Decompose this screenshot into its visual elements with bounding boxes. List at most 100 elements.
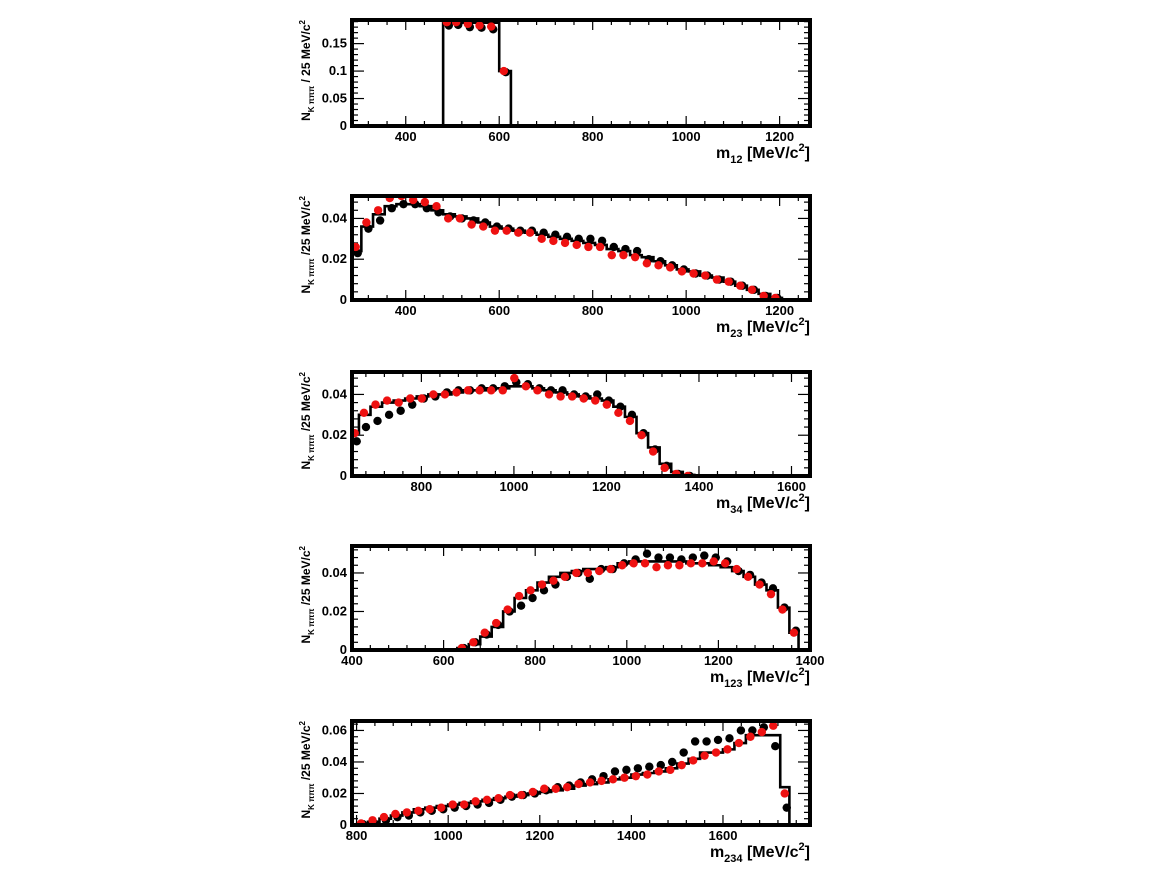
red-data-point-marker bbox=[503, 605, 512, 614]
red-data-point bbox=[585, 778, 595, 787]
red-data-point-marker bbox=[642, 259, 652, 268]
red-data-point bbox=[606, 564, 615, 574]
red-data-point-marker bbox=[643, 770, 652, 779]
red-data-point-marker bbox=[686, 559, 696, 568]
red-data-point bbox=[709, 557, 718, 566]
red-data-point bbox=[780, 789, 789, 798]
red-data-point-marker bbox=[408, 196, 418, 205]
red-data-point-marker bbox=[432, 201, 441, 211]
black-data-point-marker bbox=[713, 735, 723, 745]
black-data-point bbox=[702, 737, 711, 746]
red-data-point bbox=[432, 201, 441, 211]
red-data-point bbox=[602, 400, 612, 409]
red-data-point bbox=[368, 816, 377, 825]
black-data-point bbox=[586, 234, 595, 244]
plot-frame bbox=[350, 719, 812, 827]
red-data-point bbox=[373, 206, 383, 215]
y-tick-label: 0.04 bbox=[322, 565, 348, 580]
black-data-point bbox=[782, 803, 791, 812]
red-data-point bbox=[711, 748, 721, 757]
black-data-point-marker bbox=[622, 765, 631, 775]
red-data-point bbox=[572, 240, 581, 250]
red-data-point-marker bbox=[551, 784, 560, 793]
red-data-point bbox=[469, 638, 478, 647]
red-data-point-marker bbox=[579, 394, 588, 403]
red-data-point bbox=[625, 416, 635, 426]
model-histogram-line bbox=[441, 21, 513, 126]
red-data-point-marker bbox=[701, 271, 710, 280]
red-data-point-marker bbox=[521, 382, 531, 391]
red-data-point-marker bbox=[402, 808, 412, 817]
red-data-point-marker bbox=[448, 800, 457, 809]
red-data-point bbox=[487, 22, 496, 31]
red-data-point bbox=[514, 591, 524, 601]
red-data-point bbox=[614, 408, 623, 417]
red-data-point bbox=[420, 197, 430, 207]
y-axis-title-sup: 2 bbox=[298, 545, 307, 550]
x-tick-label: 600 bbox=[488, 303, 510, 318]
x-tick-label: 1200 bbox=[592, 479, 621, 494]
panel-m234: 800 1000 1200 1400 1600 0 0.02 0.04 0.06 m234 [Me… bbox=[298, 719, 812, 865]
red-data-point bbox=[778, 605, 787, 614]
red-data-point bbox=[660, 463, 669, 473]
red-data-point bbox=[514, 228, 523, 237]
y-axis-title-sub: K πππ bbox=[307, 86, 316, 112]
red-data-point-marker bbox=[479, 222, 488, 231]
red-data-point-marker bbox=[562, 782, 572, 792]
red-data-point bbox=[490, 226, 500, 235]
red-data-point-marker bbox=[654, 261, 663, 270]
x-tick-label: 600 bbox=[433, 653, 455, 668]
black-data-point bbox=[679, 748, 688, 757]
black-data-point bbox=[642, 549, 652, 558]
black-data-point bbox=[610, 767, 620, 776]
red-data-point bbox=[525, 228, 535, 237]
red-data-point bbox=[482, 795, 492, 804]
red-data-point-marker bbox=[560, 572, 570, 582]
black-data-point bbox=[622, 765, 631, 775]
red-data-point-marker bbox=[471, 797, 480, 806]
x-axis-title-close: ] bbox=[805, 844, 810, 861]
red-data-point-marker bbox=[544, 390, 554, 399]
black-data-point-marker bbox=[700, 551, 709, 560]
y-axis-title-sup: 2 bbox=[298, 720, 307, 725]
red-data-point-marker bbox=[567, 392, 577, 401]
red-data-point bbox=[528, 787, 538, 797]
y-tick-label: 0 bbox=[340, 468, 347, 483]
x-tick-label: 1000 bbox=[612, 653, 641, 668]
red-data-point bbox=[459, 800, 469, 809]
red-data-point-marker bbox=[482, 795, 492, 804]
red-data-point bbox=[631, 771, 641, 781]
red-data-point bbox=[747, 285, 757, 295]
red-data-point-marker bbox=[780, 789, 789, 798]
red-data-point bbox=[746, 732, 755, 741]
black-data-point-marker bbox=[679, 748, 688, 757]
red-data-point bbox=[437, 803, 446, 812]
plot-frame bbox=[350, 18, 812, 128]
red-data-point bbox=[666, 765, 675, 775]
red-data-point-marker bbox=[724, 277, 733, 286]
black-data-point-marker bbox=[690, 737, 700, 746]
black-data-point-marker bbox=[387, 204, 396, 213]
y-axis-title-main: N bbox=[299, 112, 313, 121]
red-data-point-marker bbox=[574, 779, 583, 789]
red-data-point-marker bbox=[591, 396, 600, 405]
black-data-point bbox=[713, 735, 723, 745]
red-data-point bbox=[549, 576, 558, 585]
y-axis-title: NK πππ / 25 MeV/c2 bbox=[298, 19, 316, 120]
y-tick-label: 0 bbox=[340, 118, 347, 133]
y-axis-title: NK πππ /25 MeV/c2 bbox=[298, 545, 316, 643]
red-data-point-marker bbox=[602, 400, 612, 409]
red-data-point bbox=[701, 271, 710, 280]
x-tick-label: 1600 bbox=[709, 828, 738, 843]
red-data-point-marker bbox=[597, 776, 606, 786]
red-data-point bbox=[640, 559, 650, 568]
x-tick-label: 1200 bbox=[525, 828, 554, 843]
black-data-point-marker bbox=[782, 803, 791, 812]
red-data-point-marker bbox=[711, 748, 721, 757]
y-tick-label: 0 bbox=[340, 292, 347, 307]
red-data-point bbox=[591, 396, 600, 405]
red-data-point-marker bbox=[689, 269, 698, 278]
red-data-point bbox=[562, 782, 572, 792]
red-data-point bbox=[755, 580, 764, 589]
black-data-point bbox=[375, 216, 385, 225]
